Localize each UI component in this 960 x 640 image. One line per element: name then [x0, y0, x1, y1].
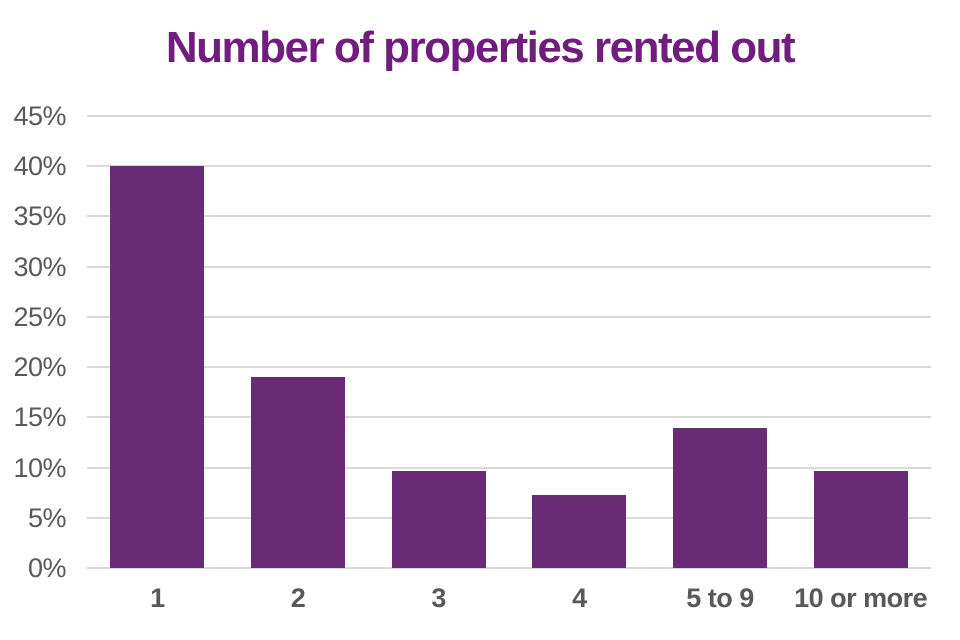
y-tick-label: 5%: [27, 502, 67, 533]
y-tick-label: 25%: [13, 301, 66, 332]
y-tick-label: 15%: [13, 402, 66, 433]
bar-1: [110, 166, 205, 568]
gridline: [87, 215, 931, 218]
bars-layer: [87, 116, 931, 568]
y-tick-label: 40%: [13, 151, 66, 182]
bar-3: [391, 470, 486, 568]
bar-5 to 9: [673, 428, 767, 568]
x-tick-label: 5 to 9: [686, 583, 754, 613]
x-tick-label: 4: [572, 583, 587, 613]
x-tick-label: 1: [150, 583, 165, 613]
plot-area: [87, 115, 931, 569]
gridline: [87, 567, 931, 569]
gridline: [87, 366, 931, 369]
x-tick-label: 10 or more: [794, 583, 928, 613]
chart-title: Number of properties rented out: [165, 23, 796, 72]
x-tick-label: 3: [431, 583, 446, 613]
gridline: [87, 416, 931, 419]
gridline: [87, 516, 931, 519]
y-tick-label: 35%: [13, 201, 66, 232]
y-tick-label: 30%: [13, 251, 66, 282]
y-tick-label: 0%: [27, 553, 67, 583]
bar-4: [532, 494, 627, 568]
x-tick-label: 2: [290, 583, 306, 613]
y-axis: 0% 5% 10% 15% 20% 25% 30% 35% 40% 45%: [0, 103, 67, 582]
bar-2: [251, 377, 345, 568]
y-tick-label: 45%: [13, 101, 66, 131]
bar-10 or more: [813, 470, 908, 568]
gridline: [87, 115, 931, 117]
gridline: [87, 466, 931, 469]
gridline: [87, 315, 931, 318]
y-tick-label: 10%: [13, 452, 66, 483]
y-tick-label: 20%: [13, 352, 66, 383]
gridline: [87, 265, 931, 268]
x-axis: 1 2 3 4 5 to 9 10 or more: [87, 582, 931, 622]
gridline: [87, 165, 931, 168]
